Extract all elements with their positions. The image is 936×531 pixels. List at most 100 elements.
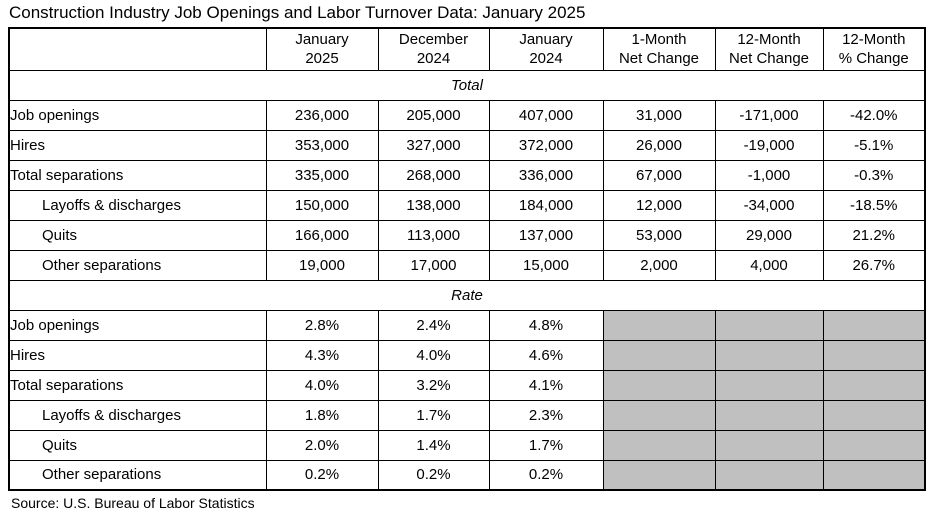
data-cell: -42.0% [822, 99, 926, 131]
section-header-total: Total [8, 69, 926, 101]
row-label: Job openings [8, 309, 267, 341]
row-label: Layoffs & discharges [8, 189, 267, 221]
data-cell: 1.8% [265, 399, 379, 431]
data-cell: 407,000 [488, 99, 604, 131]
data-cell: -171,000 [714, 99, 824, 131]
section-row: Rate [8, 279, 926, 311]
data-table: January 2025 December 2024 January 2024 … [8, 27, 926, 491]
data-cell: 15,000 [488, 249, 604, 281]
shaded-cell [822, 399, 926, 431]
data-cell: -19,000 [714, 129, 824, 161]
shaded-cell [602, 399, 716, 431]
table-row: Other separations 19,000 17,000 15,000 2… [8, 249, 926, 281]
data-cell: 1.7% [488, 429, 604, 461]
table-row: Layoffs & discharges 1.8% 1.7% 2.3% [8, 399, 926, 431]
data-cell: 12,000 [602, 189, 716, 221]
data-cell: 372,000 [488, 129, 604, 161]
shaded-cell [602, 369, 716, 401]
row-label: Job openings [8, 99, 267, 131]
shaded-cell [714, 339, 824, 371]
table-row: Job openings 2.8% 2.4% 4.8% [8, 309, 926, 341]
data-cell: 21.2% [822, 219, 926, 251]
data-cell: 137,000 [488, 219, 604, 251]
table-row: Hires 4.3% 4.0% 4.6% [8, 339, 926, 371]
table-row: Hires 353,000 327,000 372,000 26,000 -19… [8, 129, 926, 161]
row-label: Other separations [8, 249, 267, 281]
data-cell: 336,000 [488, 159, 604, 191]
data-cell: 0.2% [377, 459, 490, 491]
table-row: Job openings 236,000 205,000 407,000 31,… [8, 99, 926, 131]
data-cell: 4.0% [265, 369, 379, 401]
data-cell: 353,000 [265, 129, 379, 161]
data-cell: 2,000 [602, 249, 716, 281]
data-cell: 0.2% [265, 459, 379, 491]
data-cell: 236,000 [265, 99, 379, 131]
data-cell: -0.3% [822, 159, 926, 191]
data-cell: 67,000 [602, 159, 716, 191]
shaded-cell [822, 459, 926, 491]
shaded-cell [602, 309, 716, 341]
row-label: Hires [8, 129, 267, 161]
table-row: Total separations 4.0% 3.2% 4.1% [8, 369, 926, 401]
data-cell: 327,000 [377, 129, 490, 161]
row-label: Total separations [8, 369, 267, 401]
column-header-12-month-net-change: 12-Month Net Change [714, 27, 824, 71]
column-header-december-2024: December 2024 [377, 27, 490, 71]
data-cell: 26.7% [822, 249, 926, 281]
column-header-1-month-net-change: 1-Month Net Change [602, 27, 716, 71]
header-row: January 2025 December 2024 January 2024 … [8, 27, 926, 71]
row-label: Hires [8, 339, 267, 371]
row-label: Other separations [8, 459, 267, 491]
column-header-january-2024: January 2024 [488, 27, 604, 71]
data-cell: 4.0% [377, 339, 490, 371]
table-row: Quits 166,000 113,000 137,000 53,000 29,… [8, 219, 926, 251]
corner-header-cell [8, 27, 267, 71]
shaded-cell [602, 459, 716, 491]
data-cell: 1.7% [377, 399, 490, 431]
shaded-cell [822, 339, 926, 371]
data-cell: 4.6% [488, 339, 604, 371]
shaded-cell [602, 429, 716, 461]
data-cell: 4.8% [488, 309, 604, 341]
shaded-cell [714, 309, 824, 341]
data-cell: -5.1% [822, 129, 926, 161]
table-row: Quits 2.0% 1.4% 1.7% [8, 429, 926, 461]
shaded-cell [822, 429, 926, 461]
data-cell: -1,000 [714, 159, 824, 191]
row-label: Quits [8, 219, 267, 251]
shaded-cell [822, 369, 926, 401]
table-row: Total separations 335,000 268,000 336,00… [8, 159, 926, 191]
data-cell: 53,000 [602, 219, 716, 251]
column-header-12-month-pct-change: 12-Month % Change [822, 27, 926, 71]
shaded-cell [602, 339, 716, 371]
section-header-rate: Rate [8, 279, 926, 311]
data-cell: 268,000 [377, 159, 490, 191]
data-cell: 150,000 [265, 189, 379, 221]
data-cell: 184,000 [488, 189, 604, 221]
page-title: Construction Industry Job Openings and L… [9, 3, 586, 22]
data-cell: 2.0% [265, 429, 379, 461]
table-row: Other separations 0.2% 0.2% 0.2% [8, 459, 926, 491]
data-cell: 335,000 [265, 159, 379, 191]
data-cell: 205,000 [377, 99, 490, 131]
row-label: Total separations [8, 159, 267, 191]
data-cell: 31,000 [602, 99, 716, 131]
data-cell: 19,000 [265, 249, 379, 281]
data-cell: 4.3% [265, 339, 379, 371]
table-row: Layoffs & discharges 150,000 138,000 184… [8, 189, 926, 221]
shaded-cell [714, 369, 824, 401]
section-row: Total [8, 69, 926, 101]
data-cell: 113,000 [377, 219, 490, 251]
data-cell: -34,000 [714, 189, 824, 221]
data-cell: 2.4% [377, 309, 490, 341]
source-note: Source: U.S. Bureau of Labor Statistics [11, 495, 255, 511]
data-cell: 166,000 [265, 219, 379, 251]
data-cell: 4.1% [488, 369, 604, 401]
data-cell: 2.3% [488, 399, 604, 431]
data-cell: 0.2% [488, 459, 604, 491]
data-cell: 29,000 [714, 219, 824, 251]
data-cell: -18.5% [822, 189, 926, 221]
data-cell: 4,000 [714, 249, 824, 281]
row-label: Layoffs & discharges [8, 399, 267, 431]
